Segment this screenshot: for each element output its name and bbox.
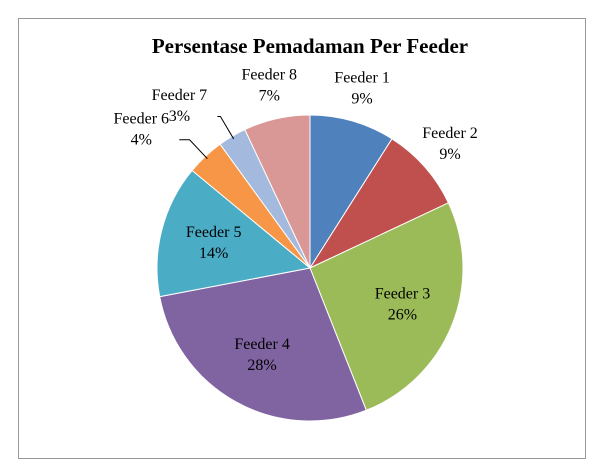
pie-slice (244, 114, 311, 269)
slice-value-label: 26% (388, 306, 417, 323)
slice-value-label: 9% (439, 146, 460, 163)
slice-label: Feeder 1 (334, 69, 390, 86)
slice-value-label: 28% (247, 357, 276, 374)
leader-line (179, 139, 208, 160)
slice-value-label: 7% (259, 88, 280, 105)
pie-slice (308, 138, 450, 270)
slice-label: Feeder 3 (375, 285, 431, 302)
pie-slice (159, 267, 367, 422)
chart-title: Persentase Pemadaman Per Feeder (152, 34, 468, 58)
slice-value-label: 14% (199, 245, 228, 262)
slice-label: Feeder 5 (186, 224, 242, 241)
slice-value-label: 3% (169, 108, 190, 125)
pie-slice (156, 169, 312, 298)
slice-label: Feeder 7 (152, 87, 208, 104)
slice-value-label: 4% (131, 131, 152, 148)
slice-label: Feeder 6 (114, 110, 170, 127)
slice-label: Feeder 8 (242, 67, 298, 84)
pie-slice (309, 202, 464, 411)
slice-label: Feeder 4 (234, 336, 290, 353)
pie-slice (309, 114, 393, 270)
leader-line (217, 116, 235, 140)
slice-value-label: 9% (351, 90, 372, 107)
slice-label: Feeder 2 (422, 125, 478, 142)
